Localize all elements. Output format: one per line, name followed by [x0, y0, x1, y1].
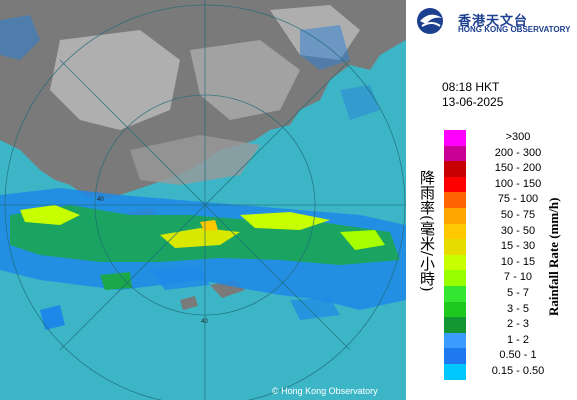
- legend-swatch: [444, 332, 466, 349]
- hko-logo-icon: [417, 8, 443, 34]
- legend-swatch: [444, 130, 466, 146]
- legend-swatch: [444, 207, 466, 224]
- legend-swatch: [444, 301, 466, 318]
- observation-date: 13-06-2025: [442, 95, 504, 109]
- hko-logo: 香港天文台 HONG KONG OBSERVATORY: [412, 6, 577, 36]
- legend-label: 100 - 150: [494, 177, 542, 190]
- legend-label: >300: [505, 131, 531, 143]
- legend-swatch: [444, 317, 466, 333]
- legend-label: 7 - 10: [503, 271, 533, 284]
- legend-swatch: [444, 161, 466, 177]
- legend-swatch: [444, 348, 466, 364]
- legend-title-en: Rainfall Rate (mm/h): [546, 197, 561, 317]
- legend-label: 150 - 200: [494, 162, 542, 175]
- legend-label: 0.50 - 1: [499, 349, 537, 362]
- legend-label: 3 - 5: [506, 302, 529, 315]
- legend-label: 15 - 30: [500, 240, 536, 253]
- copyright-text: © Hong Kong Observatory: [272, 386, 378, 396]
- legend-label: 1 - 2: [506, 333, 529, 346]
- legend-swatch: [444, 176, 466, 193]
- legend-swatches: [444, 130, 466, 380]
- legend-swatch: [444, 270, 466, 286]
- legend-label: 50 - 75: [500, 208, 536, 221]
- legend-label: 5 - 7: [506, 286, 529, 299]
- ring-label-south: 40: [201, 319, 208, 325]
- org-name-en: HONG KONG OBSERVATORY: [458, 25, 571, 34]
- legend-swatch: [444, 145, 466, 162]
- legend-label: 0.15 - 0.50: [491, 364, 545, 377]
- legend-label: 75 - 100: [497, 193, 539, 206]
- legend-swatch: [444, 192, 466, 208]
- org-name-zh: 香港天文台: [458, 14, 529, 29]
- legend-swatch: [444, 223, 466, 240]
- legend-label: 10 - 15: [500, 255, 536, 268]
- legend-label: 2 - 3: [506, 318, 529, 331]
- legend-panel: 香港天文台 HONG KONG OBSERVATORY 08:18 HKT 13…: [406, 0, 577, 400]
- legend-swatch: [444, 254, 466, 271]
- observation-time: 08:18 HKT: [442, 80, 500, 94]
- legend-label: 30 - 50: [500, 224, 536, 237]
- legend-labels: >300 200 - 300 150 - 200 100 - 150 75 - 100 5…: [478, 130, 558, 380]
- radar-map: 40 40 © Hong Kong Observatory: [0, 0, 406, 400]
- legend-swatch: [444, 285, 466, 302]
- legend-label: 200 - 300: [494, 146, 542, 159]
- legend-title-zh: 降雨率(毫米/小時): [418, 170, 436, 292]
- ring-label-west: 40: [97, 197, 104, 203]
- legend-swatch: [444, 239, 466, 255]
- legend-swatch: [444, 363, 466, 380]
